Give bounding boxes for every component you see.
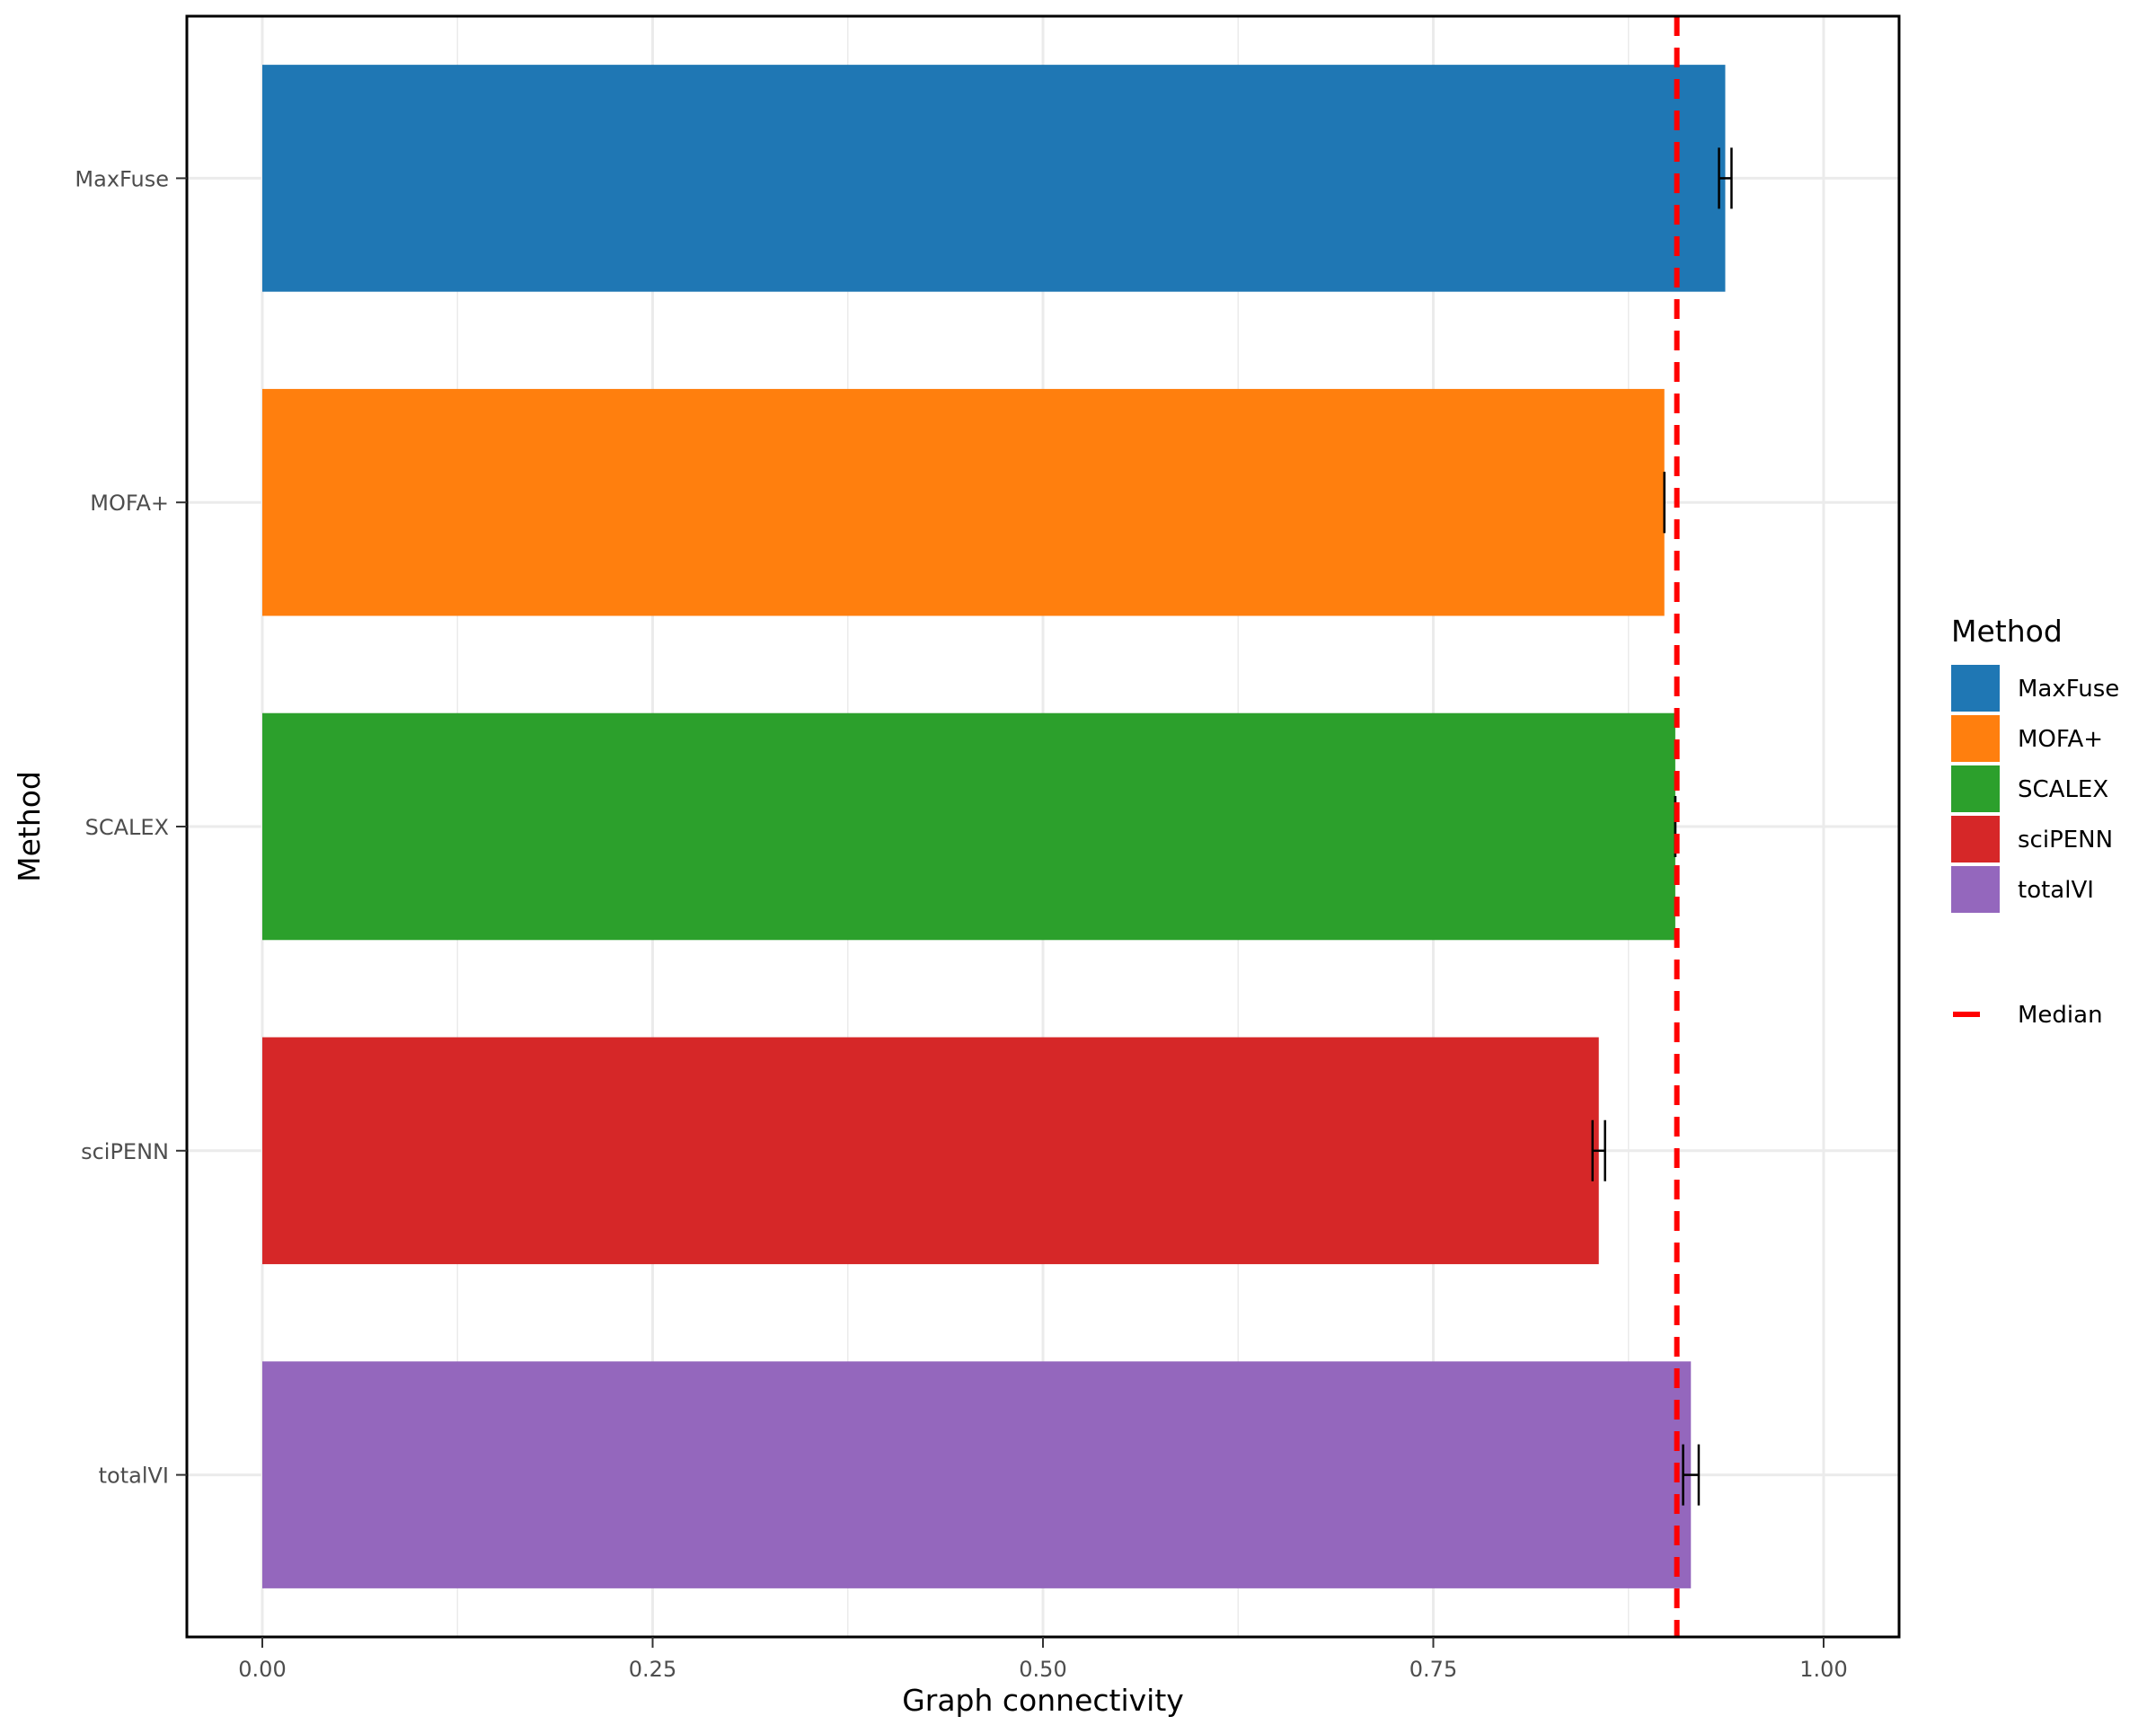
error-bar-sciPENN xyxy=(1591,1119,1606,1181)
error-bar-MaxFuse xyxy=(1718,147,1733,209)
legend-title: Method xyxy=(1951,614,2063,649)
legend: Method MaxFuseMOFA+SCALEXsciPENNtotalVI … xyxy=(1951,614,2119,1029)
legend-median-label: Median xyxy=(2018,1002,2103,1029)
legend-swatch-SCALEX xyxy=(1951,765,2000,812)
y-axis-title: Method xyxy=(12,771,47,882)
bar-SCALEX xyxy=(262,712,1675,941)
legend-swatch-sciPENN xyxy=(1951,816,2000,862)
y-tick-label-3: sciPENN xyxy=(81,1139,169,1164)
legend-label-MOFA+: MOFA+ xyxy=(2018,726,2103,753)
legend-swatch-MOFA+ xyxy=(1951,715,2000,762)
y-tick-label-2: SCALEX xyxy=(85,815,169,840)
legend-swatch-MaxFuse xyxy=(1951,665,2000,712)
legend-items: MaxFuse MOFA+ SCALEX sciPENN totalVI xyxy=(1951,665,2119,913)
legend-label-sciPENN: sciPENN xyxy=(2018,827,2113,854)
x-axis-title: Graph connectivity xyxy=(902,1683,1184,1718)
x-tick-label-1: 0.25 xyxy=(629,1657,676,1682)
x-tick-label-0: 0.00 xyxy=(238,1657,286,1682)
x-axis: 0.00 0.25 0.50 0.75 1.00 xyxy=(238,1637,1848,1682)
x-tick-label-3: 0.75 xyxy=(1409,1657,1457,1682)
error-bar-totalVI xyxy=(1682,1444,1701,1506)
bar-MaxFuse xyxy=(262,65,1726,292)
y-tick-label-0: MaxFuse xyxy=(75,166,169,191)
legend-label-MaxFuse: MaxFuse xyxy=(2018,676,2119,703)
y-axis: MaxFuse MOFA+ SCALEX sciPENN totalVI xyxy=(75,166,187,1489)
bars xyxy=(262,65,1726,1588)
y-tick-label-4: totalVI xyxy=(99,1464,169,1489)
bar-totalVI xyxy=(262,1361,1692,1588)
bar-MOFA+ xyxy=(262,388,1665,616)
legend-label-totalVI: totalVI xyxy=(2018,877,2094,904)
legend-label-SCALEX: SCALEX xyxy=(2018,776,2108,803)
bar-sciPENN xyxy=(262,1037,1599,1265)
x-tick-label-4: 1.00 xyxy=(1799,1657,1847,1682)
y-tick-label-1: MOFA+ xyxy=(90,491,169,516)
legend-swatch-totalVI xyxy=(1951,866,2000,913)
x-tick-label-2: 0.50 xyxy=(1019,1657,1066,1682)
